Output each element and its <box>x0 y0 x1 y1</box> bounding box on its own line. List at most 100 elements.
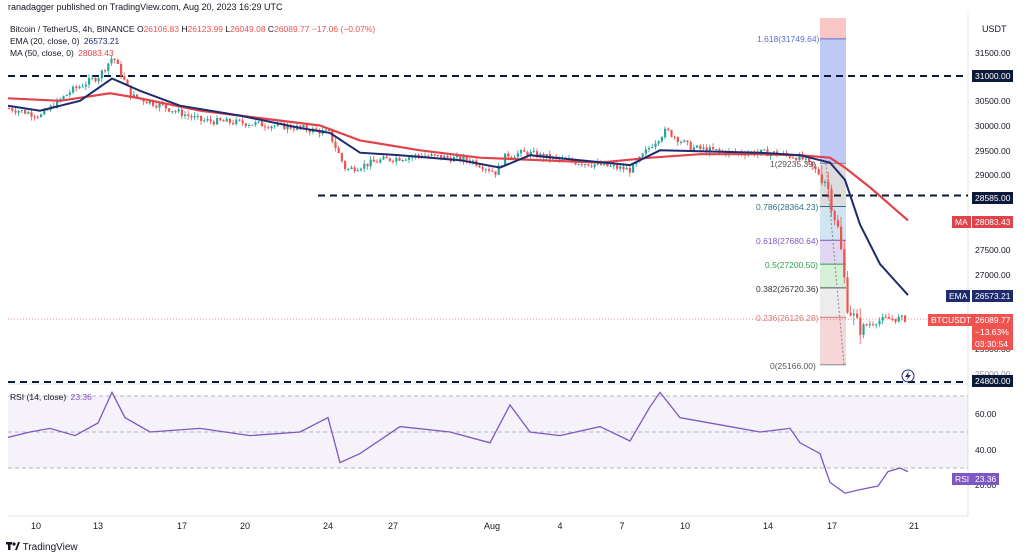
rsi-legend-label: RSI (14, close) <box>10 392 67 402</box>
candle-body <box>379 159 382 163</box>
candle-body <box>664 128 667 138</box>
candle-body <box>859 317 862 335</box>
candle-body <box>715 149 718 151</box>
candle-body <box>894 318 897 322</box>
candle-body <box>878 320 881 325</box>
fib-band <box>820 317 846 365</box>
candle-body <box>843 249 846 278</box>
candle-body <box>216 118 219 125</box>
time-tick: 17 <box>176 521 188 531</box>
candle-body <box>872 324 875 326</box>
candle-body <box>849 312 852 316</box>
tradingview-brand: TradingView <box>22 542 78 553</box>
candle-body <box>177 109 180 112</box>
candle-body <box>168 108 171 112</box>
candle-body <box>897 316 900 322</box>
candle-body <box>104 70 107 72</box>
candle-body <box>395 158 398 162</box>
candle-body <box>881 316 884 321</box>
candle-body <box>241 120 244 124</box>
candle-body <box>264 126 267 128</box>
candle-body <box>462 156 465 161</box>
candle-body <box>244 123 247 126</box>
candle-body <box>884 316 887 318</box>
tradingview-logo[interactable]: TradingView <box>6 542 78 553</box>
candle-body <box>308 130 311 133</box>
candle-body <box>632 164 635 173</box>
candle-body <box>248 125 251 127</box>
candle-body <box>593 164 596 167</box>
candle-body <box>78 86 81 89</box>
candle-body <box>356 170 359 172</box>
candle-body <box>670 130 673 137</box>
candle-body <box>760 149 763 153</box>
time-tick: Aug <box>483 521 501 531</box>
candle-body <box>388 158 391 161</box>
candle-body <box>376 161 379 163</box>
candle-body <box>382 156 385 160</box>
candle-body <box>606 162 609 167</box>
candle-body <box>600 162 603 166</box>
candle-body <box>510 156 513 158</box>
candle-body <box>651 146 654 148</box>
candle-body <box>260 121 263 127</box>
candle-body <box>100 70 103 79</box>
candle-body <box>372 159 375 162</box>
candle-body <box>888 317 891 319</box>
candle-body <box>648 147 651 150</box>
candle-body <box>91 77 94 79</box>
candle-body <box>526 151 529 156</box>
candle-body <box>360 168 363 171</box>
candle-body <box>804 158 807 160</box>
candle-body <box>708 147 711 153</box>
candle-body <box>625 167 628 170</box>
ema-price-badge: 26573.21 <box>972 290 1014 302</box>
candle-body <box>488 169 491 171</box>
candle-body <box>628 167 631 173</box>
candle-body <box>59 99 62 101</box>
candle-body <box>305 125 308 131</box>
time-tick: 17 <box>826 521 838 531</box>
candle-body <box>232 122 235 125</box>
candle-body <box>814 166 817 170</box>
candle-body <box>712 147 715 150</box>
rsi-tick: 20.00 <box>975 480 997 490</box>
stop-zone <box>820 18 846 39</box>
candle-body <box>657 141 660 144</box>
candle-body <box>612 165 615 167</box>
candle-body <box>126 79 129 86</box>
candle-body <box>513 156 516 158</box>
candle-body <box>30 112 33 117</box>
candle-body <box>385 156 388 159</box>
price-tick: 30500.00 <box>975 96 1011 106</box>
time-tick: 13 <box>92 521 104 531</box>
candle-body <box>862 324 865 335</box>
candle-body <box>795 158 798 161</box>
publish-header: ranadagger published on TradingView.com,… <box>0 0 1024 14</box>
candle-body <box>840 226 843 250</box>
candle-body <box>772 151 775 153</box>
time-tick: 24 <box>322 521 334 531</box>
price-tick: 30000.00 <box>975 121 1011 131</box>
candle-body <box>644 149 647 154</box>
candle-body <box>196 115 199 117</box>
currency-label[interactable]: USDT <box>982 24 1007 34</box>
candle-body <box>88 78 91 85</box>
candle-body <box>132 94 135 98</box>
candle-body <box>193 116 196 118</box>
candle-body <box>235 119 238 125</box>
candle-body <box>817 169 820 175</box>
fib-zone-1618 <box>820 38 846 164</box>
candle-body <box>494 171 497 175</box>
candle-body <box>8 108 11 110</box>
ma-legend-value: 28083.43 <box>78 48 114 58</box>
candle-body <box>516 153 519 157</box>
candle-body <box>472 160 475 163</box>
candle-body <box>616 165 619 169</box>
candle-body <box>846 277 849 313</box>
candle-body <box>27 112 30 114</box>
candle-body <box>328 129 331 131</box>
candle-body <box>574 161 577 165</box>
alert-circle <box>901 369 915 383</box>
